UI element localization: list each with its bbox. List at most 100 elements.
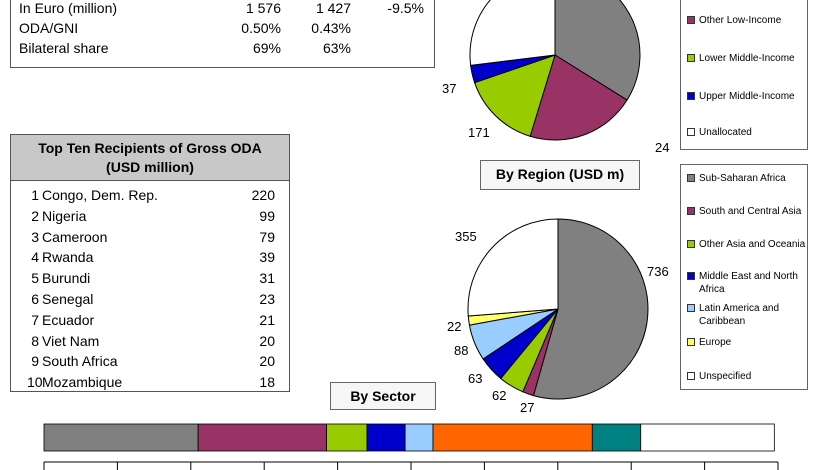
recipient-rank: 10 [27,374,43,391]
pie-slice [554,0,641,101]
recipient-rank: 3 [31,228,39,245]
sector-segment [591,423,642,452]
legend-swatch [687,372,695,380]
stats-label: Bilateral share [19,40,109,56]
top-recipients-title: Top Ten Recipients of Gross ODA [38,140,262,156]
recipient-value: 79 [259,228,275,245]
recipient-value: 18 [259,374,275,391]
top-recipients-header: Top Ten Recipients of Gross ODA (USD mil… [11,135,289,181]
recipient-row: 8 Viet Nam 20 [11,333,289,353]
pie-value-label: 355 [455,229,477,244]
legend-label: Upper Middle-Income [699,91,795,102]
legend-label: Lower Middle-Income [699,53,795,64]
recipient-name: Burundi [42,270,91,287]
recipient-rank: 4 [31,249,39,266]
stats-v1: 1 576 [245,0,281,16]
recipient-value: 21 [259,311,275,328]
legend-swatch [687,92,695,100]
recipient-name: Senegal [42,291,94,307]
stats-label: In Euro (million) [19,0,118,16]
recipient-row: 5 Burundi 31 [11,270,289,290]
sector-segment [404,423,434,452]
recipient-name: Congo, Dem. Rep. [42,187,158,203]
pie-value-label: 63 [468,371,482,386]
top-recipients-table: Top Ten Recipients of Gross ODA (USD mil… [10,134,290,392]
stats-chg: -9.5% [387,0,424,16]
pie-value-label: 736 [647,264,669,279]
stats-v2: 63% [322,40,351,56]
stats-row: ODA/GNI 0.50% 0.43% [19,20,429,38]
pie-value-label: 22 [447,319,461,334]
recipient-row: 3 Cameroon 79 [11,229,289,249]
recipient-rank: 5 [31,270,39,287]
region-legend: Sub-Saharan Africa South and Central Asia… [680,164,808,390]
recipient-rank: 9 [31,353,39,370]
oda-summary-table: Constant (2008 USD m)1 6791 730+1.2%In E… [10,0,435,68]
pie-value-label: 62 [492,388,506,403]
by-sector-caption: By Sector [330,382,436,410]
recipient-name: Mozambique [42,374,123,391]
recipient-rank: 8 [31,332,39,349]
recipient-row: 7 Ecuador 21 [11,312,289,332]
stats-v1: 69% [252,40,281,56]
legend-swatch [687,240,695,248]
pie-slice [473,54,556,137]
legend-swatch [687,128,695,136]
recipient-name: Ecuador [42,311,95,328]
legend-label: Other Asia and Oceania [699,239,806,250]
legend-swatch [687,174,695,182]
stats-v1: 0.50% [241,20,281,36]
recipient-name: South Africa [42,353,118,370]
recipient-value: 20 [259,353,275,370]
legend-label: South and Central Asia [699,206,802,217]
recipient-name: Viet Nam [42,332,100,349]
stats-v2: 0.43% [311,20,351,36]
sector-segment [43,423,199,452]
pie-value-label: 171 [468,125,490,140]
sector-segment [197,423,327,452]
recipient-value: 23 [259,291,275,307]
recipient-row: 10 Mozambique 18 [11,374,289,394]
income-pie-chart: 244 171 37 [442,0,670,155]
by-region-caption: By Region (USD m) [480,160,640,190]
recipient-value: 39 [259,249,275,266]
legend-label: Unallocated [699,127,752,138]
recipient-value: 220 [251,187,275,203]
stats-row: Bilateral share 69% 63% [19,40,429,58]
sector-segment [326,423,368,452]
legend-label: Sub-Saharan Africa [699,173,786,184]
legend-swatch [687,207,695,215]
stats-label: ODA/GNI [19,20,79,36]
recipient-name: Cameroon [42,228,108,245]
legend-swatch [687,304,695,312]
recipient-name: Nigeria [42,207,87,224]
legend-label: Europe [699,337,732,348]
pie-value-label: 88 [454,343,468,358]
recipient-row: 9 South Africa 20 [11,353,289,373]
pie-value-label: 27 [520,400,534,415]
recipient-row: 4 Rwanda 39 [11,249,289,269]
sector-stacked-bar [43,423,779,470]
recipient-name: Rwanda [42,249,94,266]
recipient-row: 2 Nigeria 99 [11,208,289,228]
recipient-rank: 1 [31,187,39,203]
pie-slice [529,54,628,141]
legend-label: Latin America and Caribbean [699,303,780,327]
recipient-rank: 2 [31,207,39,224]
stats-row: In Euro (million) 1 576 1 427 -9.5% [19,0,429,18]
recipient-rank: 7 [31,311,39,328]
legend-swatch [687,16,695,24]
recipient-value: 99 [259,207,275,224]
pie-slice [467,218,559,317]
legend-label: Unspecified [699,371,752,382]
sector-segment [432,423,593,452]
income-legend: Other Low-Income Lower Middle-Income Upper… [680,0,808,150]
legend-swatch [687,54,695,62]
legend-label: Middle East and North Africa [699,271,798,295]
recipient-row: 6 Senegal 23 [11,291,289,311]
pie-slice [532,218,649,400]
sector-segment [640,423,775,452]
recipient-rank: 6 [31,291,39,307]
recipient-value: 31 [259,270,275,287]
